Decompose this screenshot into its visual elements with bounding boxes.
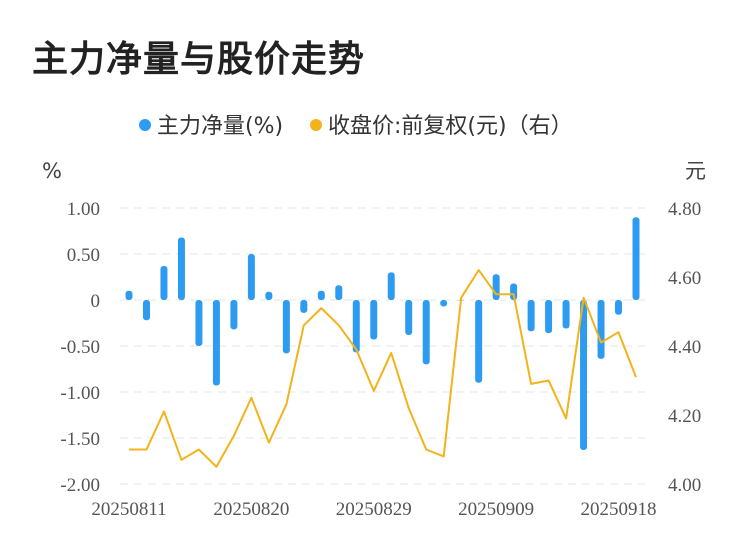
bar <box>160 265 168 300</box>
bar <box>335 285 343 300</box>
bar <box>387 272 395 300</box>
x-tick-label: 20250811 <box>91 499 166 520</box>
bar <box>195 300 203 346</box>
bar <box>632 217 640 300</box>
bar <box>475 300 483 383</box>
bar <box>527 300 535 332</box>
bar <box>282 300 290 354</box>
bar <box>422 300 430 365</box>
left-tick-label: -1.00 <box>60 383 100 404</box>
bar <box>142 300 150 321</box>
legend-bar-marker <box>139 119 151 131</box>
x-tick-label: 20250909 <box>458 499 534 520</box>
page-title: 主力净量与股价走势 <box>32 39 366 80</box>
right-tick-label: 4.20 <box>668 406 701 427</box>
left-tick-label: -2.00 <box>60 475 100 496</box>
right-tick-label: 4.60 <box>668 268 701 289</box>
legend: 主力净量(%) 收盘价:前复权(元)（右） <box>139 114 573 139</box>
bar <box>492 274 500 300</box>
bar <box>212 300 220 386</box>
bar <box>352 300 360 353</box>
bar <box>510 283 518 300</box>
legend-line-marker <box>310 119 322 131</box>
left-tick-label: -1.50 <box>60 429 100 450</box>
left-tick-label: -0.50 <box>60 337 100 358</box>
bar <box>440 300 448 307</box>
bar <box>265 291 273 300</box>
left-tick-label: 0 <box>91 291 101 312</box>
bar <box>300 300 308 313</box>
line-series <box>129 269 637 468</box>
bar <box>247 254 255 300</box>
right-tick-label: 4.00 <box>668 475 701 496</box>
bar <box>597 300 605 359</box>
left-tick-label: 0.50 <box>67 245 100 266</box>
right-tick-label: 4.80 <box>668 199 701 220</box>
x-tick-label: 20250820 <box>213 499 289 520</box>
right-axis-ticks: 4.80 4.60 4.40 4.20 4.00 <box>668 199 701 496</box>
bar <box>580 300 588 450</box>
left-axis-unit: % <box>42 159 62 183</box>
bar <box>545 300 553 334</box>
right-tick-label: 4.40 <box>668 337 701 358</box>
bar <box>615 300 623 315</box>
bar <box>317 290 325 300</box>
left-axis-ticks: 1.00 0.50 0 -0.50 -1.00 -1.50 -2.00 <box>60 199 100 496</box>
bar-series <box>125 217 640 450</box>
right-axis-unit: 元 <box>685 159 706 183</box>
left-tick-label: 1.00 <box>67 199 100 220</box>
legend-line-label: 收盘价:前复权(元)（右） <box>328 114 573 139</box>
bar <box>125 290 133 300</box>
grid <box>120 207 645 485</box>
legend-bar-label: 主力净量(%) <box>157 114 283 139</box>
bar <box>405 300 413 335</box>
price-line <box>129 269 637 468</box>
bar <box>370 300 378 340</box>
x-tick-label: 20250918 <box>581 499 657 520</box>
bar <box>177 237 185 300</box>
x-axis-ticks: 20250811 20250820 20250829 20250909 20250918 <box>91 499 656 520</box>
bar <box>562 300 570 329</box>
x-tick-label: 20250829 <box>336 499 412 520</box>
bar <box>230 300 238 330</box>
